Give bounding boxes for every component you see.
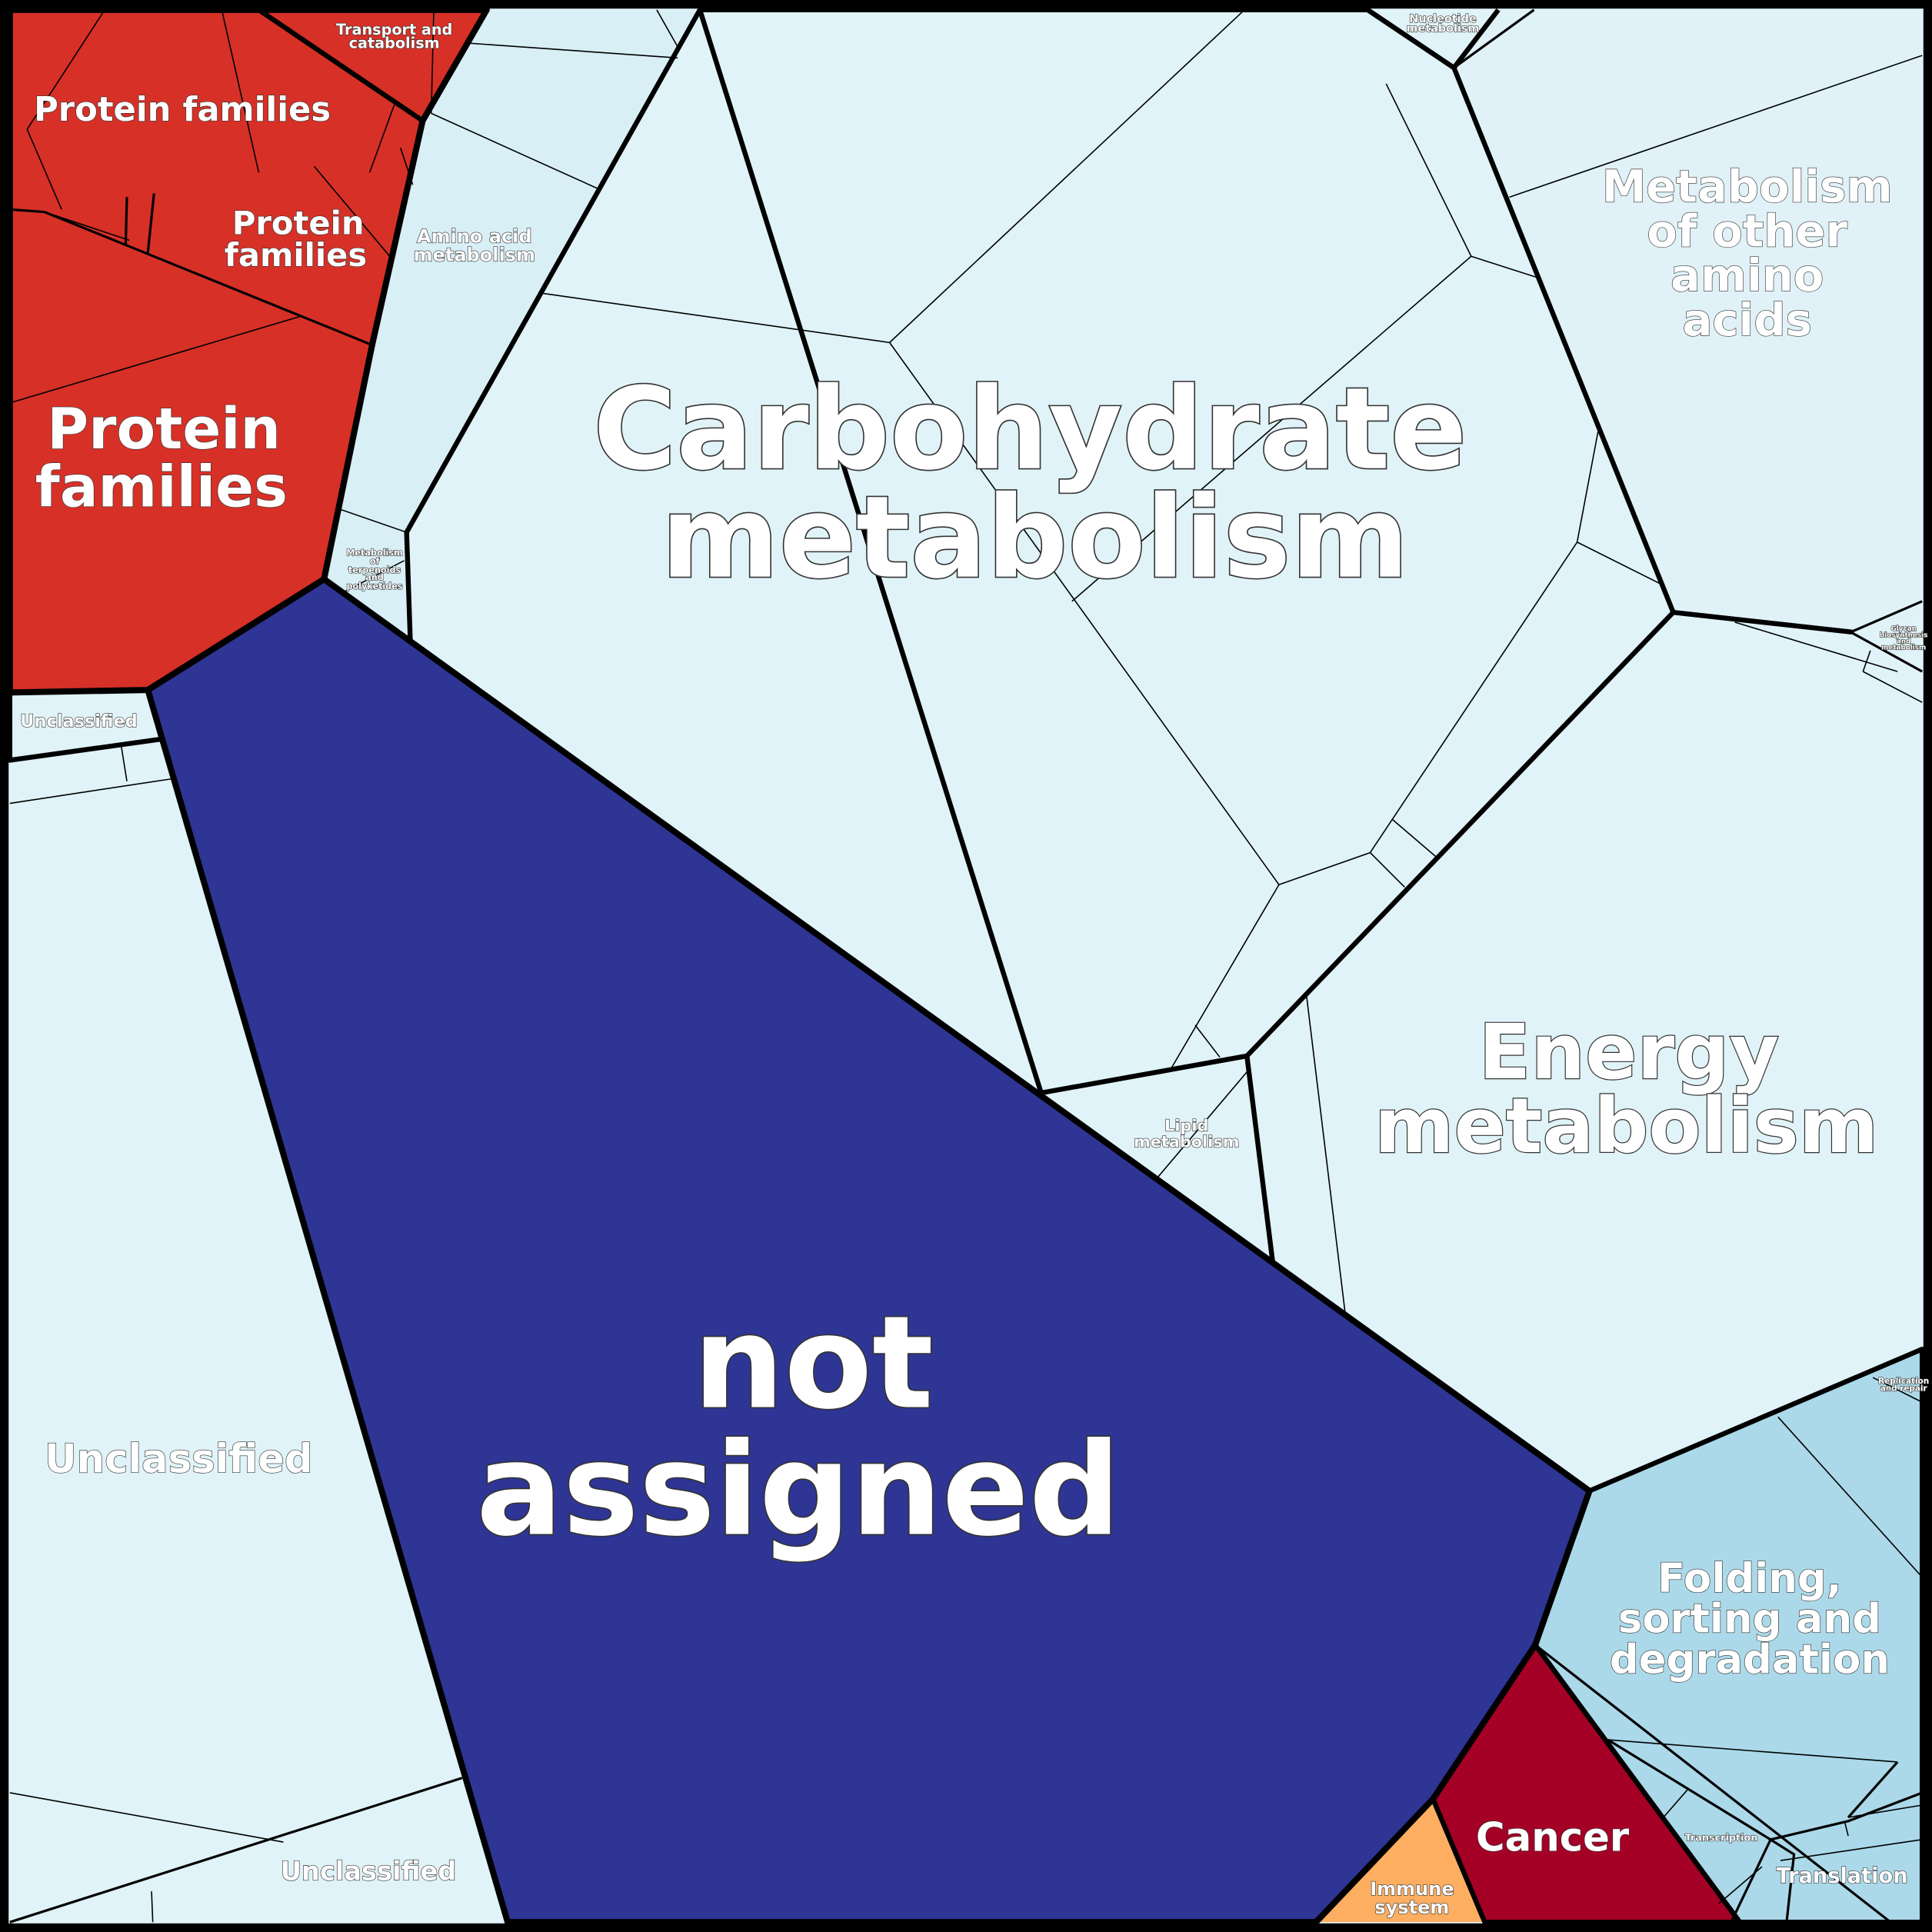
thin-borders <box>9 9 1923 1923</box>
label-transport: Transport and catabolism <box>336 21 452 52</box>
label-transcription: Transcription <box>1685 1832 1758 1844</box>
cell-genetic-information[interactable] <box>1535 1349 1923 1923</box>
thick-borders <box>6 6 1925 1926</box>
label-unclassified-3: Unclassified <box>281 1857 457 1887</box>
label-protein-families-3: Protein families <box>35 397 288 520</box>
label-amino-acid: Amino acid metabolism <box>414 226 535 266</box>
label-other-amino: Metabolism of other amino acids <box>1602 161 1893 346</box>
label-energy: Energy metabolism <box>1374 1008 1878 1171</box>
label-terpenoids: Metabolism of terpenoids and polyketides <box>346 548 403 591</box>
cell-amino-acid[interactable] <box>324 9 700 641</box>
label-not-assigned: not assigned <box>476 1289 1121 1565</box>
label-unclassified-2: Unclassified <box>45 1436 313 1482</box>
label-protein-families-2: Protein families <box>225 204 367 274</box>
label-replication: Replication and repair <box>1878 1377 1929 1394</box>
label-translation: Translation <box>1777 1864 1908 1888</box>
label-cancer: Cancer <box>1476 1814 1630 1860</box>
label-unclassified-1: Unclassified <box>20 711 137 731</box>
label-carbohydrate: Carbohydrate metabolism <box>593 363 1467 604</box>
cell-cancer[interactable] <box>1433 1644 1740 1923</box>
label-nucleotide: Nucleotide metabolism <box>1406 13 1479 35</box>
label-immune: Immune system <box>1370 1878 1454 1918</box>
label-folding: Folding, sorting and degradation <box>1610 1555 1890 1684</box>
label-protein-families-1: Protein families <box>34 91 331 129</box>
cell-other-amino[interactable] <box>1454 9 1923 632</box>
cell-not-assigned[interactable] <box>148 578 1590 1923</box>
label-glycan: Glycan biosynthesis and metabolism <box>1880 625 1928 651</box>
cell-protein-families[interactable] <box>9 9 487 693</box>
cell-immune-system[interactable] <box>1315 1798 1485 1923</box>
label-lipid: Lipid metabolism <box>1134 1117 1239 1151</box>
